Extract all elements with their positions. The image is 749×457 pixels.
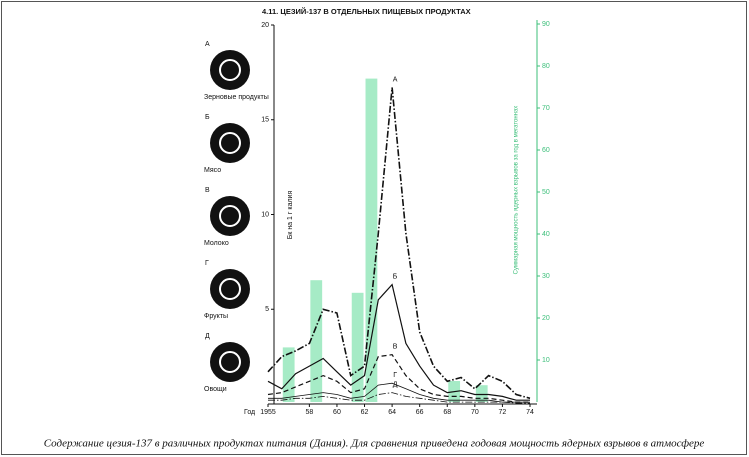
x-tick-label: 72 <box>499 409 507 416</box>
series-label: А <box>393 76 398 83</box>
line-series <box>267 283 530 401</box>
y-tick-label: 5 <box>265 306 269 313</box>
legend-letter: Д <box>205 333 210 340</box>
caption: Содержание цезия-137 в различных продукт… <box>44 438 705 450</box>
legend-icon <box>210 269 250 309</box>
y2-tick-label: 90 <box>542 21 550 28</box>
bar <box>282 347 295 402</box>
series-label: В <box>393 344 398 351</box>
x-tick-label: 66 <box>416 409 424 416</box>
y2-tick-label: 20 <box>542 315 550 322</box>
series-label: Г <box>393 372 397 379</box>
x-tick-label: 70 <box>471 409 479 416</box>
x-tick-label: 60 <box>333 409 341 416</box>
y-tick-label: 10 <box>261 211 269 218</box>
bar <box>365 78 378 402</box>
legend-label: Фрукты <box>204 313 228 320</box>
x-tick-label: 74 <box>526 409 534 416</box>
y-tick-label: 20 <box>261 22 269 29</box>
legend-icon <box>210 123 250 163</box>
legend-label: Мясо <box>204 167 221 174</box>
legend-icon-inner <box>219 205 241 227</box>
bar <box>310 280 323 402</box>
y2-tick-label: 10 <box>542 357 550 364</box>
y2-tick-label: 70 <box>542 105 550 112</box>
series-label: Б <box>393 273 398 280</box>
legend-letter: А <box>205 41 210 48</box>
legend-icon-inner <box>219 278 241 300</box>
legend-letter: Г <box>205 260 209 267</box>
legend-letter: Б <box>205 114 210 121</box>
y-tick-label: 15 <box>261 117 269 124</box>
legend-label: Зерновые продукты <box>204 94 269 101</box>
bar <box>475 385 488 402</box>
y2-tick-label: 60 <box>542 147 550 154</box>
legend-icon <box>210 342 250 382</box>
legend-icon-inner <box>219 59 241 81</box>
line-series <box>268 392 530 404</box>
y2-tick-label: 30 <box>542 273 550 280</box>
y2-axis-label: Суммарная мощность ядерных взрывов за го… <box>514 106 520 275</box>
legend-letter: В <box>205 187 210 194</box>
y-axis-label: Бк на 1 г калия <box>287 191 294 240</box>
legend-icon-inner <box>219 351 241 373</box>
y2-tick-label: 50 <box>542 189 550 196</box>
legend-icon <box>210 50 250 90</box>
legend-label: Молоко <box>204 240 229 247</box>
line-series <box>267 354 530 403</box>
line-series <box>268 382 530 403</box>
legend-icon <box>210 196 250 236</box>
x-axis-label: Год <box>244 409 255 416</box>
legend-icon-inner <box>219 132 241 154</box>
x-tick-label: 62 <box>361 409 369 416</box>
x-tick-label: 1955 <box>260 409 276 416</box>
y2-tick-label: 80 <box>542 63 550 70</box>
x-tick-label: 64 <box>388 409 396 416</box>
bar <box>351 292 364 402</box>
x-tick-label: 68 <box>443 409 451 416</box>
x-tick-label: 58 <box>305 409 313 416</box>
line-series <box>267 87 531 400</box>
y2-tick-label: 40 <box>542 231 550 238</box>
series-label: Д <box>393 381 398 388</box>
legend-label: Овощи <box>204 386 227 393</box>
chart-title: 4.11. ЦЕЗИЙ-137 В ОТДЕЛЬНЫХ ПИЩЕВЫХ ПРОД… <box>262 7 471 16</box>
